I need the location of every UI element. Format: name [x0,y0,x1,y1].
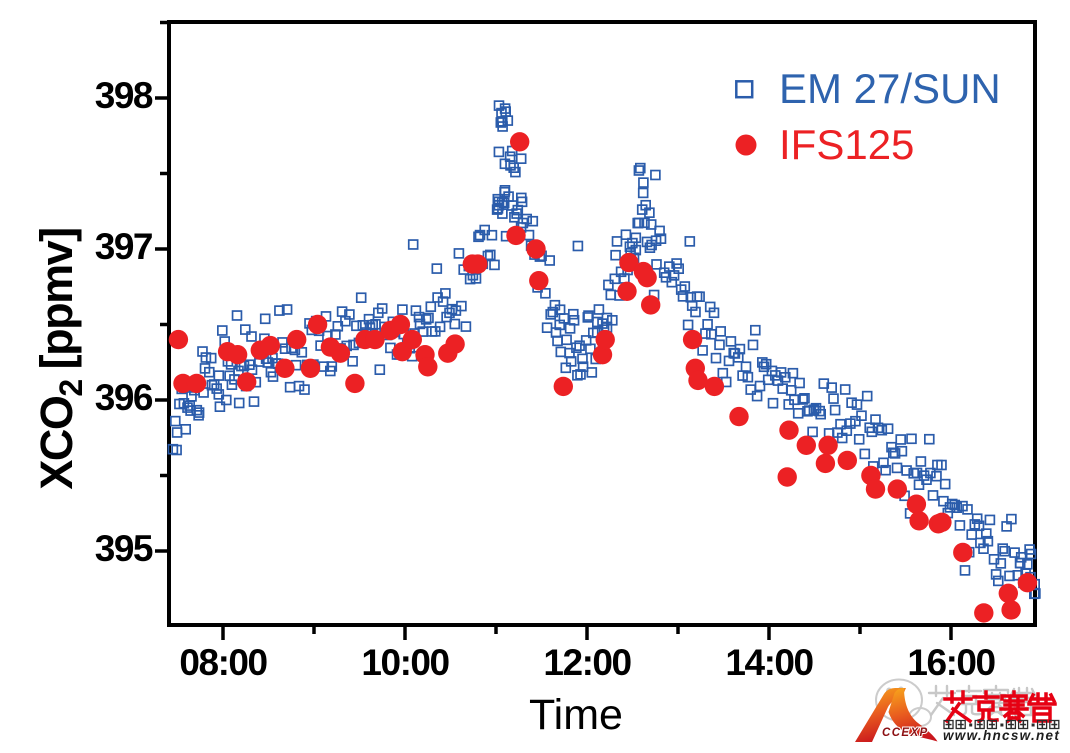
svg-text:IFS125: IFS125 [779,121,914,168]
svg-text:16:00: 16:00 [907,642,995,683]
svg-text:14:00: 14:00 [725,642,813,683]
svg-text:398: 398 [95,75,153,116]
svg-text:10:00: 10:00 [361,642,449,683]
svg-text:Time: Time [529,691,623,739]
svg-text:EM 27/SUN: EM 27/SUN [779,65,1001,112]
svg-text:12:00: 12:00 [543,642,631,683]
svg-text:396: 396 [95,377,153,418]
svg-text:397: 397 [95,226,152,267]
svg-text:www.hncsw.net: www.hncsw.net [943,728,1060,743]
svg-text:CCEXP: CCEXP [882,727,929,739]
svg-text:395: 395 [95,528,153,569]
svg-text:XCO2 [ppmv]: XCO2 [ppmv] [31,228,89,489]
svg-text:08:00: 08:00 [179,642,267,683]
